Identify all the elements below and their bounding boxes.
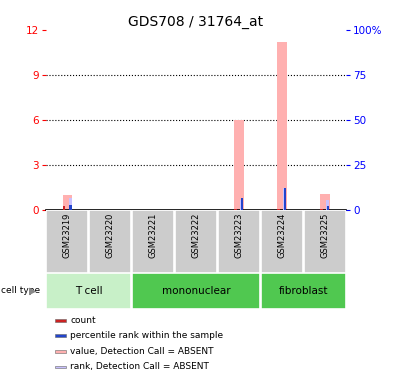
Bar <box>89 210 131 273</box>
Bar <box>261 273 346 309</box>
Bar <box>277 42 287 210</box>
Bar <box>320 194 330 210</box>
Bar <box>241 198 243 210</box>
Text: GSM23222: GSM23222 <box>191 213 201 258</box>
Bar <box>283 188 287 210</box>
Text: GSM23225: GSM23225 <box>320 213 329 258</box>
Bar <box>284 188 286 210</box>
Title: GDS708 / 31764_at: GDS708 / 31764_at <box>129 15 263 29</box>
Bar <box>234 209 237 210</box>
Bar <box>326 206 329 210</box>
Bar <box>55 350 66 353</box>
Text: GSM23219: GSM23219 <box>63 213 72 258</box>
Bar <box>261 210 303 273</box>
Bar <box>55 366 66 368</box>
Bar <box>240 200 244 210</box>
Bar <box>175 210 217 273</box>
Text: count: count <box>70 316 96 325</box>
Bar <box>55 334 66 337</box>
Text: GSM23221: GSM23221 <box>148 213 158 258</box>
Bar <box>62 206 65 210</box>
Bar <box>132 273 260 309</box>
Text: GSM23224: GSM23224 <box>277 213 287 258</box>
Text: cell type: cell type <box>1 286 40 296</box>
Text: fibroblast: fibroblast <box>279 286 328 296</box>
Bar <box>234 120 244 210</box>
Bar <box>69 205 72 210</box>
Text: rank, Detection Call = ABSENT: rank, Detection Call = ABSENT <box>70 362 209 371</box>
Bar <box>46 273 131 309</box>
Text: percentile rank within the sample: percentile rank within the sample <box>70 332 223 340</box>
Bar <box>304 210 346 273</box>
Text: GSM23223: GSM23223 <box>234 213 244 258</box>
Bar <box>69 198 72 210</box>
Bar <box>218 210 260 273</box>
Text: T cell: T cell <box>75 286 103 296</box>
Text: GSM23220: GSM23220 <box>105 213 115 258</box>
Bar <box>326 200 329 210</box>
Text: ▶: ▶ <box>29 286 36 296</box>
Text: mononuclear: mononuclear <box>162 286 230 296</box>
Text: value, Detection Call = ABSENT: value, Detection Call = ABSENT <box>70 347 214 356</box>
Bar <box>132 210 174 273</box>
Bar <box>46 210 88 273</box>
Bar <box>62 195 72 210</box>
Bar <box>277 209 280 210</box>
Bar <box>55 319 66 322</box>
Bar <box>320 209 323 210</box>
